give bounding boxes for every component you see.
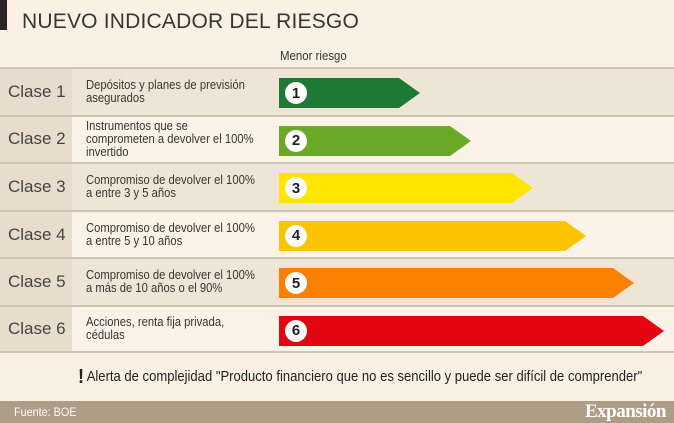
risk-arrow [279,173,533,204]
risk-arrow [279,125,471,156]
risk-row: Clase 3 Compromiso de devolver el 100% a… [0,162,674,210]
class-label: Clase 6 [0,306,72,351]
class-description: Compromiso de devolver el 100% a entre 3… [86,172,255,200]
risk-row: Clase 6 Acciones, renta fija privada, cé… [0,304,674,353]
arrow-shape [279,125,471,156]
class-description: Instrumentos que se comprometen a devolv… [86,118,254,159]
class-description: Compromiso de devolver el 100% a más de … [86,268,255,296]
class-number-badge: 3 [285,177,307,200]
class-number-badge: 2 [285,129,307,152]
expansion-logo: Expansión [584,401,667,422]
risk-row: Clase 5 Compromiso de devolver el 100% a… [0,257,674,305]
complexity-alert: ! Alerta de complejidad "Producto financi… [78,366,642,389]
class-label: Clase 3 [0,164,72,210]
class-label: Clase 5 [0,259,72,305]
class-number-badge: 4 [285,224,307,247]
class-description: Compromiso de devolver el 100% a entre 5… [86,220,255,248]
class-description: Acciones, renta fija privada, cédulas [86,314,225,342]
risk-arrow [279,268,634,299]
alert-text: Alerta de complejidad "Producto financie… [86,369,643,385]
class-description: Depósitos y planes de previsión asegurad… [86,77,245,105]
risk-class-table: Clase 1 Depósitos y planes de previsión … [0,67,674,353]
title-accent-bar [0,0,7,30]
arrow-shape [279,220,586,251]
arrow-shape [279,173,533,204]
class-number-badge: 6 [285,319,307,342]
risk-arrow [279,315,664,346]
subtitle-less-risk: Menor riesgo [280,48,347,63]
risk-row: Clase 4 Compromiso de devolver el 100% a… [0,209,674,258]
footer: Fuente: BOE Expansión [0,401,674,423]
exclamation-icon: ! [78,366,85,388]
page-title: NUEVO INDICADOR DEL RIESGO [22,10,359,33]
risk-arrow [279,220,586,251]
risk-row: Clase 1 Depósitos y planes de previsión … [0,67,674,115]
risk-arrow [279,78,420,108]
source-label: Fuente: BOE [14,405,77,419]
risk-row: Clase 2 Instrumentos que se comprometen … [0,114,674,163]
class-label: Clase 2 [0,116,72,163]
class-label: Clase 1 [0,69,72,115]
arrow-shape [279,78,420,108]
class-label: Clase 4 [0,211,72,258]
class-number-badge: 5 [285,272,307,295]
arrow-shape [279,268,634,299]
arrow-shape [279,315,664,346]
class-number-badge: 1 [285,82,307,104]
